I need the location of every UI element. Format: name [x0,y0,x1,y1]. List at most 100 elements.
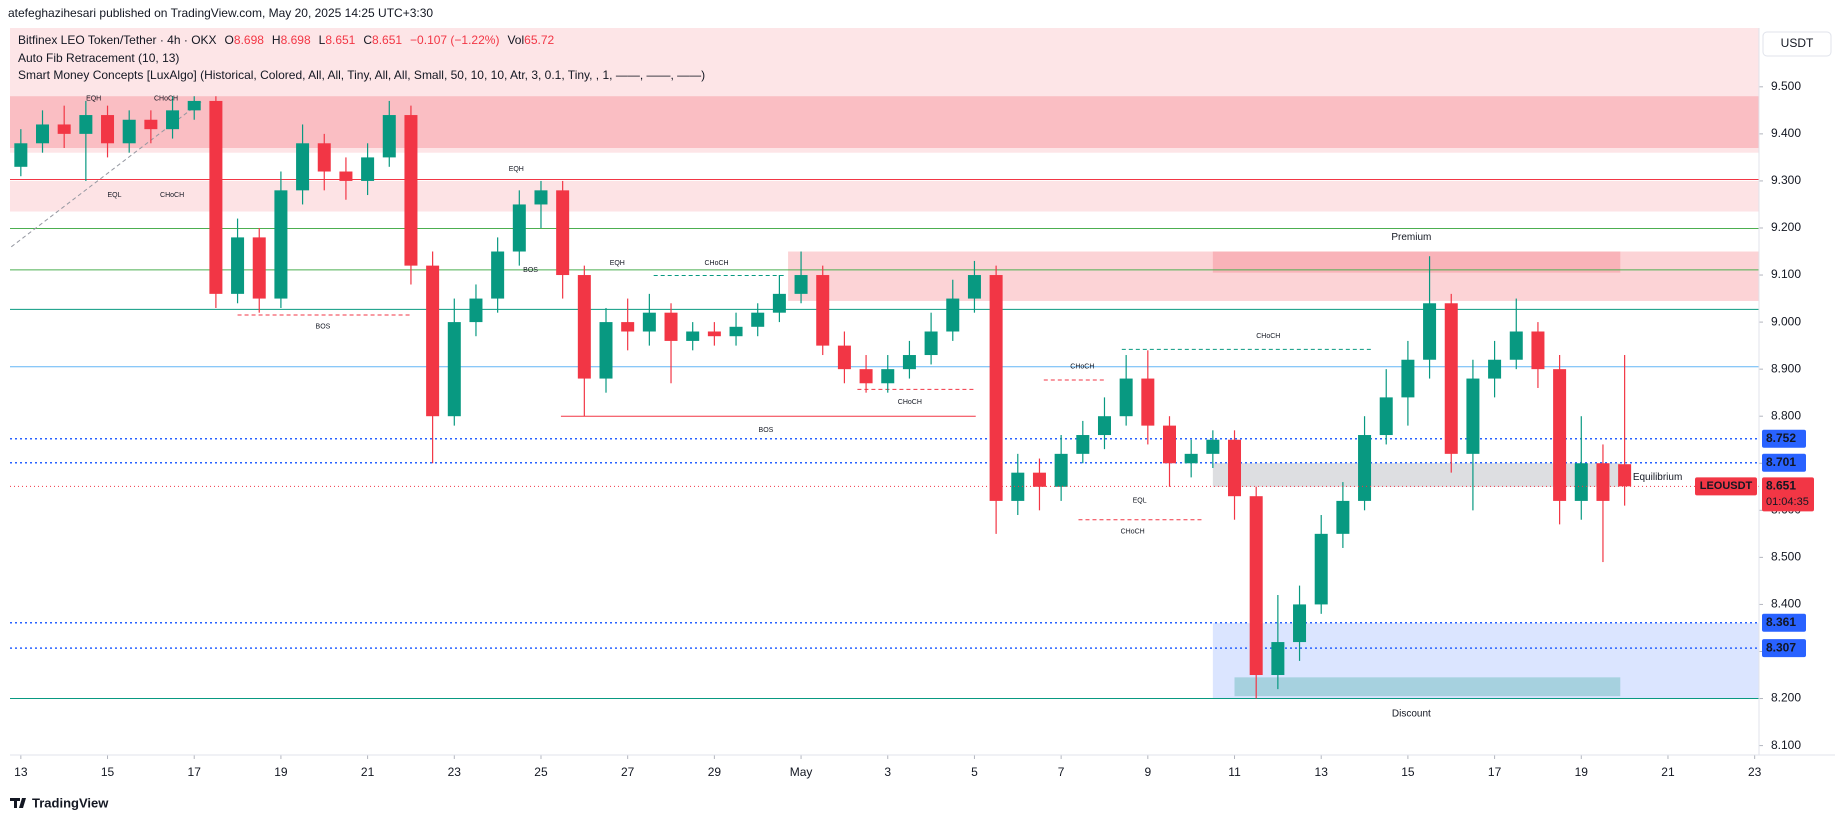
y-tick-label: 9.000 [1771,314,1801,328]
candle-body [859,369,873,384]
y-tick-label: 8.500 [1771,550,1801,564]
zone [1234,677,1621,697]
candle-body [101,115,115,144]
zone [10,96,1759,148]
candle-body [1358,435,1372,501]
level-tag [1762,453,1806,472]
candle-body [339,171,353,181]
x-tick-label: 13 [14,765,28,779]
symbol-legend: Bitfinex LEO Token/Tether · 4h · OKX O 8.6… [18,33,554,47]
x-tick-label: 29 [708,765,722,779]
annotation: BOS [523,267,538,274]
candle-body [989,275,1003,501]
footer-brand: TradingView [32,795,109,810]
candle-body [122,119,136,144]
symbol: Bitfinex LEO Token/Tether · 4h · OKX [18,33,217,47]
annotation: CHoCH [1256,333,1280,340]
candle-body [1249,496,1263,676]
x-tick-label: 27 [621,765,635,779]
candle-body [187,100,201,111]
annotation: EQH [610,260,625,267]
candle-body [426,265,440,417]
candle-body [924,331,938,356]
x-tick-label: 21 [1661,765,1675,779]
candle-body [1162,425,1176,464]
y-tick-label: 8.400 [1771,597,1801,611]
currency[interactable]: USDT [1781,36,1814,50]
plot-area [10,28,1763,759]
ohlc-key: O [225,33,234,47]
last-price-symbol-tag [1695,477,1757,496]
candle-body [491,251,505,299]
annotation: Equilibrium [1633,472,1682,483]
ohlc-value: 8.651 [325,33,355,47]
level-tag [1762,639,1806,658]
y-tick-label: 9.200 [1771,220,1801,234]
candle-body [664,312,678,341]
level-tag [1762,429,1806,448]
candle-body [881,369,895,384]
candle-body [469,298,483,323]
candle-body [902,355,916,370]
candle-body [1531,331,1545,370]
candle-body [231,237,245,294]
candle-body [166,110,180,130]
annotation: EQH [86,95,101,102]
zone [788,251,1759,301]
y-tick-label: 8.200 [1771,691,1801,705]
candle-body [1184,453,1198,464]
last-price-label: 8.651 [1766,478,1796,492]
level-tag-label: 8.361 [1766,615,1796,629]
candle-body [577,275,591,379]
candle-body [1509,331,1523,360]
x-tick-label: 17 [188,765,202,779]
ohlc-key: C [363,33,372,47]
volume-key: Vol [507,33,524,47]
candle-body [274,190,288,299]
candle-body [1054,453,1068,487]
candle-body [361,157,375,181]
candle-body [1444,303,1458,454]
candle-body [1379,397,1393,436]
candle-body [1314,533,1328,605]
x-tick-label: 5 [971,765,978,779]
zone [1212,251,1621,273]
candle-body [816,275,830,346]
candle-body [1119,378,1133,417]
candle-body [1206,439,1220,454]
candle-body [1336,500,1350,534]
indicator-fib: Auto Fib Retracement (10, 13) [18,51,179,65]
candle-body [1011,472,1025,501]
annotation: Discount [1392,709,1431,720]
annotation: EQH [509,166,524,173]
x-tick-label: 21 [361,765,375,779]
change: −0.107 (−1.22%) [410,33,499,47]
currency-button[interactable] [1762,31,1832,57]
candle-body [772,293,786,313]
annotation: EQL [1133,498,1147,505]
candle-body [1076,435,1090,454]
countdown: 01:04:35 [1766,496,1809,508]
candle-body [1141,378,1155,426]
candle-body [556,190,570,276]
candle-body [1618,464,1632,487]
logo-icon [10,798,26,808]
candle-body [599,322,613,379]
candle-body [946,298,960,332]
ohlc-key: L [319,33,326,47]
candle-body [144,119,158,130]
annotation: CHoCH [160,192,184,199]
candle-body [642,312,656,332]
candle-body [404,115,418,266]
last-price-symbol: LEOUSDT [1700,480,1753,492]
x-tick-label: 11 [1228,765,1241,779]
candle-body [296,143,310,191]
annotation: CHoCH [154,95,178,102]
indicator-smc: Smart Money Concepts [LuxAlgo] (Historic… [18,68,705,82]
ohlc-key: H [272,33,281,47]
level-tag-label: 8.307 [1766,640,1796,654]
candle-body [1596,463,1610,501]
level-tag-label: 8.701 [1766,455,1796,469]
candle-body [79,115,93,134]
annotation: CHoCH [704,260,728,267]
